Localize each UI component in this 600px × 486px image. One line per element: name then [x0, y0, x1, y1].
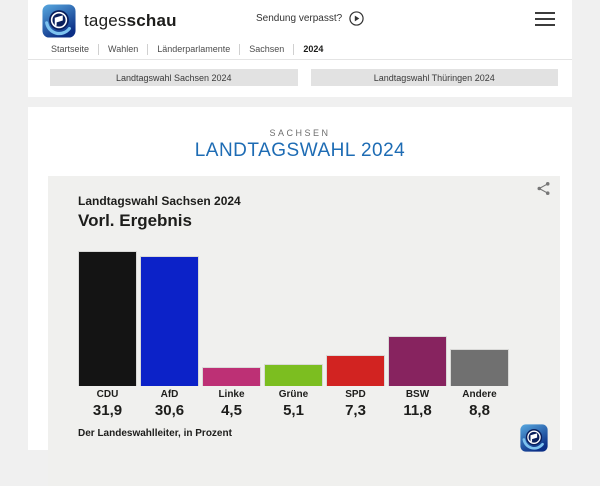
breadcrumb-item-startseite[interactable]: Startseite — [42, 44, 100, 55]
share-button[interactable] — [536, 181, 551, 196]
breadcrumb-item-2024[interactable]: 2024 — [303, 44, 324, 54]
breadcrumb-item-sachsen[interactable]: Sachsen — [240, 44, 295, 55]
tagesschau-logo-icon[interactable] — [42, 4, 76, 38]
bar-label-BSW: BSW — [405, 389, 430, 400]
bar-Grüne — [264, 364, 323, 386]
bar-Linke — [202, 367, 261, 386]
bar-label-SPD: SPD — [345, 389, 366, 400]
chart-column-AfD: AfD 30,6 — [140, 246, 199, 419]
bar-value-CDU: 31,9 — [92, 402, 123, 419]
bar-area — [202, 246, 261, 386]
bar-Andere — [450, 349, 509, 386]
bar-area — [264, 246, 323, 386]
chart-column-SPD: SPD 7,3 — [326, 246, 385, 419]
bar-area — [388, 246, 447, 386]
tagesschau-wordmark[interactable]: tagesschau — [84, 11, 177, 31]
breadcrumb: Startseite Wahlen Länderparlamente Sachs… — [28, 40, 572, 60]
bar-label-AfD: AfD — [160, 389, 179, 400]
main-content: SACHSEN LANDTAGSWAHL 2024 Landtagswahl S… — [28, 107, 572, 486]
results-chart-card: Landtagswahl Sachsen 2024 Vorl. Ergebnis… — [48, 176, 560, 486]
sendung-verpasst-link[interactable]: Sendung verpasst? — [256, 11, 364, 26]
bar-label-Andere: Andere — [462, 389, 497, 400]
chart-column-CDU: CDU 31,9 — [78, 246, 137, 419]
page: { "header": { "brand": { "regular": "tag… — [28, 0, 572, 486]
bar-SPD — [326, 355, 385, 386]
sendung-verpasst-label: Sendung verpasst? — [256, 13, 343, 24]
bar-label-Grüne: Grüne — [278, 389, 309, 400]
bar-value-Linke: 4,5 — [221, 402, 242, 419]
chart-source: Der Landeswahlleiter, in Prozent — [78, 428, 232, 439]
button-landtagswahl-sachsen[interactable]: Landtagswahl Sachsen 2024 — [50, 69, 298, 86]
wordmark-regular: tages — [84, 11, 127, 30]
bar-value-Andere: 8,8 — [469, 402, 490, 419]
bar-value-AfD: 30,6 — [154, 402, 185, 419]
chart-column-Andere: Andere 8,8 — [450, 246, 509, 419]
chart-column-BSW: BSW 11,8 — [388, 246, 447, 419]
share-icon — [537, 182, 550, 195]
breadcrumb-item-wahlen[interactable]: Wahlen — [99, 44, 149, 55]
header-top-row: tagesschau Sendung verpasst? — [28, 0, 572, 40]
header: tagesschau Sendung verpasst? Startseite … — [28, 0, 572, 97]
chart-subtitle: Vorl. Ergebnis — [78, 211, 192, 230]
breadcrumb-item-laenderparlamente[interactable]: Länderparlamente — [148, 44, 241, 55]
button-landtagswahl-thueringen[interactable]: Landtagswahl Thüringen 2024 — [310, 69, 558, 86]
bar-area — [140, 246, 199, 386]
bar-area — [78, 246, 137, 386]
chart-title: Landtagswahl Sachsen 2024 — [78, 194, 241, 208]
bar-value-BSW: 11,8 — [403, 402, 432, 419]
play-icon[interactable] — [349, 11, 364, 26]
bar-label-CDU: CDU — [96, 389, 119, 400]
chart-column-Linke: Linke 4,5 — [202, 246, 261, 419]
bar-chart: CDU 31,9 AfD 30,6 Linke 4,5 Grüne 5,1 SPD 7,3 BSW 1… — [78, 246, 560, 419]
bar-area — [450, 246, 509, 386]
election-nav-buttons: Landtagswahl Sachsen 2024 Landtagswahl T… — [50, 69, 558, 86]
bar-value-Grüne: 5,1 — [283, 402, 304, 419]
chart-column-Grüne: Grüne 5,1 — [264, 246, 323, 419]
page-title: LANDTAGSWAHL 2024 — [194, 140, 406, 161]
bar-area — [326, 246, 385, 386]
wordmark-bold: schau — [126, 11, 177, 30]
bar-label-Linke: Linke — [218, 389, 245, 400]
bar-value-SPD: 7,3 — [345, 402, 366, 419]
bar-AfD — [140, 256, 199, 386]
bar-BSW — [388, 336, 447, 386]
page-kicker: SACHSEN — [269, 128, 331, 138]
tagesschau-logo-icon-small — [520, 424, 548, 452]
bar-CDU — [78, 251, 137, 386]
menu-hamburger-icon[interactable] — [535, 12, 555, 26]
